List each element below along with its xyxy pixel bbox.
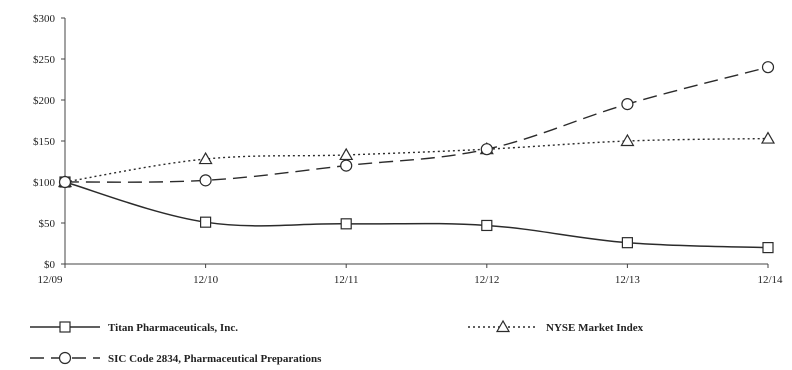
series-triangle-group <box>64 137 769 183</box>
legend-item: NYSE Market Index <box>468 319 644 334</box>
chart-axes: $0 $50 $100 $150 $200 $250 $300 12/09 12/10 12/11… <box>33 13 783 286</box>
x-tick-label: 12/11 <box>334 274 359 286</box>
data-point-square <box>481 219 493 232</box>
x-tick-label: 12/09 <box>37 274 63 286</box>
data-point-triangle <box>620 133 635 147</box>
data-point-circle <box>480 143 493 156</box>
data-point-square <box>621 237 634 249</box>
data-point-square <box>762 242 774 254</box>
data-point-circle <box>621 97 634 111</box>
data-point-triangle <box>339 147 354 161</box>
series-line <box>64 66 769 183</box>
chart-series-layer <box>57 61 776 254</box>
series-markers <box>58 61 775 189</box>
legend-item: Titan Pharmaceuticals, Inc. <box>30 321 238 334</box>
legend-label: SIC Code 2834, Pharmaceutical Preparatio… <box>108 353 322 365</box>
legend-marker-circle <box>58 351 72 365</box>
series-markers <box>57 131 776 188</box>
x-tick-label: 12/10 <box>193 274 219 286</box>
data-point-square <box>340 218 352 230</box>
data-point-circle <box>58 175 72 189</box>
legend-marker-square <box>59 321 71 333</box>
y-tick-label: $0 <box>44 259 56 271</box>
data-point-circle <box>199 174 212 187</box>
data-point-triangle <box>760 131 776 144</box>
y-tick-label: $300 <box>33 13 56 25</box>
series-square-group <box>64 181 769 249</box>
x-tick-label: 12/13 <box>615 274 641 286</box>
series-line <box>64 181 769 249</box>
y-tick-label: $150 <box>33 136 56 148</box>
x-tick-label: 12/12 <box>474 274 499 286</box>
y-tick-label: $50 <box>39 218 56 230</box>
x-tick-label: 12/14 <box>757 274 783 286</box>
chart-legend: Titan Pharmaceuticals, Inc. NYSE Market I… <box>30 319 644 365</box>
data-point-circle <box>340 159 353 172</box>
y-tick-label: $250 <box>33 54 56 66</box>
legend-label: NYSE Market Index <box>546 322 644 334</box>
legend-marker-triangle <box>495 319 511 333</box>
series-line <box>64 137 769 183</box>
series-circle-group <box>64 66 769 183</box>
legend-item: SIC Code 2834, Pharmaceutical Preparatio… <box>30 351 322 365</box>
data-point-circle <box>761 61 775 74</box>
data-point-square <box>200 216 212 228</box>
legend-label: Titan Pharmaceuticals, Inc. <box>108 322 238 334</box>
y-tick-label: $200 <box>33 95 56 107</box>
data-point-triangle <box>198 151 213 165</box>
y-tick-label: $100 <box>33 177 56 189</box>
